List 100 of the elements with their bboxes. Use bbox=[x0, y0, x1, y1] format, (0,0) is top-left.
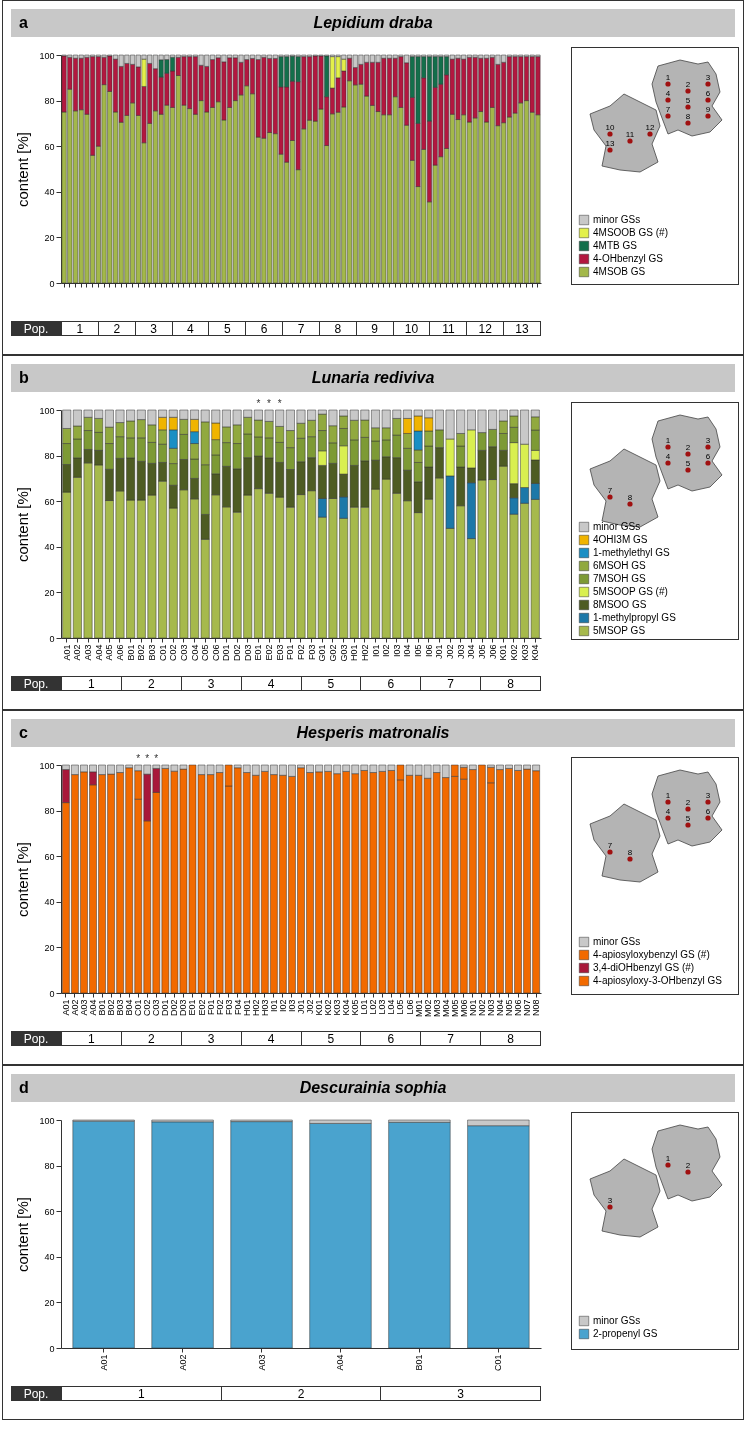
y-tick-label: 80 bbox=[44, 1161, 55, 1172]
x-tick-label: K01 bbox=[498, 644, 509, 661]
x-tick-label: C01 bbox=[157, 644, 168, 662]
legend-label: 5MSOOP GS (#) bbox=[593, 586, 668, 597]
x-tick-label: C02 bbox=[142, 999, 153, 1017]
text: 1 bbox=[75, 321, 85, 336]
x-tick-label: C02 bbox=[168, 644, 179, 662]
x-tick-label: H01 bbox=[349, 644, 360, 662]
text: Pop. bbox=[11, 1386, 61, 1401]
x-tick-label: J04 bbox=[466, 644, 477, 660]
x-tick-label: I03 bbox=[391, 644, 402, 658]
x-tick-label: K02 bbox=[323, 999, 334, 1016]
x-tick-label: F03 bbox=[306, 644, 317, 661]
x-tick-label: N08 bbox=[531, 999, 542, 1017]
y-tick-label: 100 bbox=[39, 1115, 55, 1126]
y-tick-label: 80 bbox=[44, 806, 55, 817]
text: 7 bbox=[282, 321, 319, 336]
x-tick-label: H02 bbox=[250, 999, 261, 1017]
x-tick-label: L01 bbox=[359, 999, 370, 1015]
text: d bbox=[19, 1079, 29, 1097]
x-tick-label: C03 bbox=[151, 999, 162, 1017]
text: 6 bbox=[245, 321, 283, 336]
y-tick-label: 60 bbox=[44, 496, 55, 507]
y-tick-label: 0 bbox=[49, 1343, 55, 1354]
x-tick-label: I02 bbox=[381, 644, 392, 658]
x-tick-label: G02 bbox=[327, 644, 338, 662]
x-tick-label: B02 bbox=[136, 644, 147, 661]
text: 2 bbox=[120, 676, 181, 691]
text: 10 bbox=[392, 321, 430, 336]
y-tick-label: 80 bbox=[44, 451, 55, 462]
x-tick-label: D01 bbox=[221, 644, 232, 662]
x-tick-label: F02 bbox=[296, 644, 306, 661]
legend-label: 5MSOP GS bbox=[593, 625, 646, 636]
x-tick-label: C05 bbox=[200, 644, 211, 662]
x-tick-label: L05 bbox=[395, 999, 406, 1015]
y-tick-label: 100 bbox=[39, 760, 55, 771]
x-tick-label: A04 bbox=[88, 999, 99, 1016]
x-tick-label: I02 bbox=[277, 999, 288, 1013]
x-tick-label: I03 bbox=[286, 999, 297, 1013]
x-tick-label: A05 bbox=[104, 644, 115, 661]
x-tick-label: A04 bbox=[335, 1354, 346, 1371]
x-tick-label: A03 bbox=[78, 999, 89, 1016]
chart-title: Lunaria rediviva bbox=[311, 369, 435, 387]
text: Pop. bbox=[11, 676, 61, 691]
y-axis-title: content [%] bbox=[14, 1196, 32, 1273]
x-tick-label: A03 bbox=[256, 1354, 267, 1371]
text: b bbox=[19, 369, 29, 387]
x-tick-label: J01 bbox=[434, 644, 445, 660]
text: 7 bbox=[420, 676, 481, 691]
legend-label: 4MSOB GS bbox=[593, 266, 646, 277]
text: Pop. bbox=[11, 321, 61, 336]
x-tick-label: B01 bbox=[97, 999, 108, 1016]
annotation: * bbox=[145, 753, 150, 764]
x-tick-label: I01 bbox=[370, 644, 381, 658]
x-tick-label: C04 bbox=[189, 644, 200, 662]
chart-title: Descurainia sophia bbox=[299, 1079, 447, 1097]
x-tick-label: K05 bbox=[350, 999, 361, 1016]
x-tick-label: A01 bbox=[61, 644, 72, 661]
x-tick-label: J05 bbox=[477, 644, 488, 660]
x-tick-label: N02 bbox=[476, 999, 487, 1017]
legend-label: 4OHI3M GS bbox=[593, 534, 648, 545]
x-tick-label: E02 bbox=[264, 644, 275, 661]
x-tick-label: E03 bbox=[274, 644, 285, 661]
text: 11 bbox=[429, 321, 467, 336]
text: a bbox=[19, 14, 28, 32]
annotation: * bbox=[154, 753, 159, 764]
text: 5 bbox=[208, 321, 246, 336]
x-tick-label: B04 bbox=[124, 999, 135, 1016]
legend-label: 3,4-diOHbenzyl GS (#) bbox=[593, 962, 695, 973]
x-tick-label: G03 bbox=[338, 644, 349, 662]
x-tick-label: J02 bbox=[445, 644, 456, 660]
x-tick-label: K01 bbox=[314, 999, 325, 1016]
text: 4 bbox=[240, 1031, 301, 1046]
x-tick-label: F04 bbox=[232, 999, 243, 1016]
x-tick-label: H03 bbox=[259, 999, 270, 1017]
x-tick-label: F02 bbox=[214, 999, 225, 1016]
x-tick-label: A02 bbox=[72, 644, 83, 661]
y-tick-label: 0 bbox=[49, 633, 55, 644]
y-axis-title: content [%] bbox=[14, 486, 32, 563]
text: 1 bbox=[87, 676, 96, 691]
x-tick-label: C01 bbox=[133, 999, 144, 1017]
y-tick-label: 80 bbox=[44, 96, 55, 107]
x-tick-label: M03 bbox=[431, 999, 442, 1018]
x-tick-label: G01 bbox=[317, 644, 328, 662]
x-tick-label: E01 bbox=[187, 999, 198, 1016]
y-tick-label: 40 bbox=[44, 187, 55, 198]
text: 2 bbox=[97, 321, 135, 336]
legend-label: minor GSs bbox=[593, 1315, 641, 1326]
x-tick-label: I04 bbox=[402, 644, 413, 658]
legend-label: minor GSs bbox=[593, 521, 641, 532]
x-tick-label: B02 bbox=[106, 999, 117, 1016]
y-tick-label: 0 bbox=[49, 988, 55, 999]
x-tick-label: N01 bbox=[467, 999, 478, 1017]
x-tick-label: K04 bbox=[530, 644, 541, 661]
y-tick-label: 20 bbox=[44, 1297, 55, 1308]
text: 5 bbox=[300, 676, 361, 691]
y-tick-label: 100 bbox=[39, 405, 55, 416]
text: 1 bbox=[137, 1386, 146, 1401]
x-tick-label: D02 bbox=[232, 644, 243, 662]
x-tick-label: E01 bbox=[253, 644, 264, 661]
